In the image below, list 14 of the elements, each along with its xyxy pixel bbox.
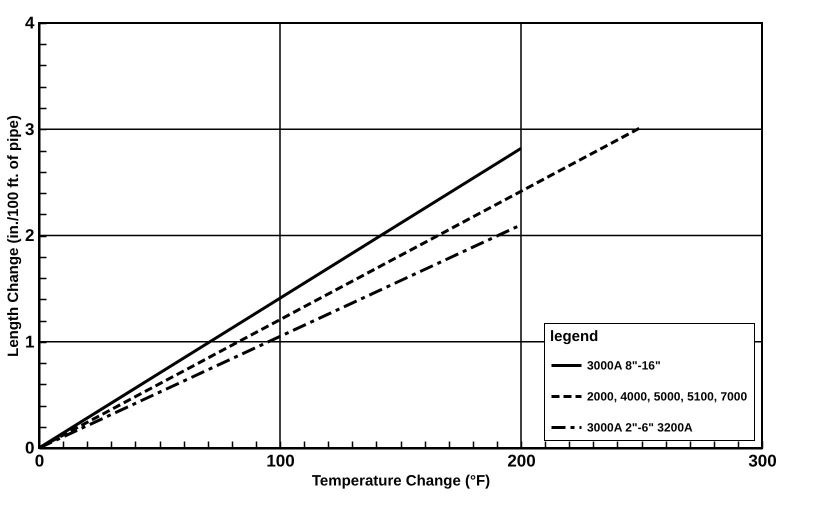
y-axis-title: Length Change (in./100 ft. of pipe) [5, 115, 22, 357]
x-tick-label: 200 [507, 452, 536, 470]
y-tick-label: 0 [25, 438, 34, 458]
y-tick-label: 3 [25, 120, 34, 139]
legend-label: 2000, 4000, 5000, 5100, 7000 [587, 390, 748, 404]
y-tick-label: 2 [25, 226, 34, 245]
legend-title: legend [550, 328, 598, 345]
legend-label: 3000A 8"-16" [587, 358, 661, 372]
x-tick-label: 100 [266, 452, 295, 470]
x-axis-title: Temperature Change (°F) [312, 472, 490, 490]
x-tick-label: 300 [748, 452, 777, 470]
y-tick-label: 4 [25, 14, 36, 32]
y-tick-label: 1 [25, 332, 34, 352]
legend-label: 3000A 2"-6" 3200A [587, 420, 693, 434]
